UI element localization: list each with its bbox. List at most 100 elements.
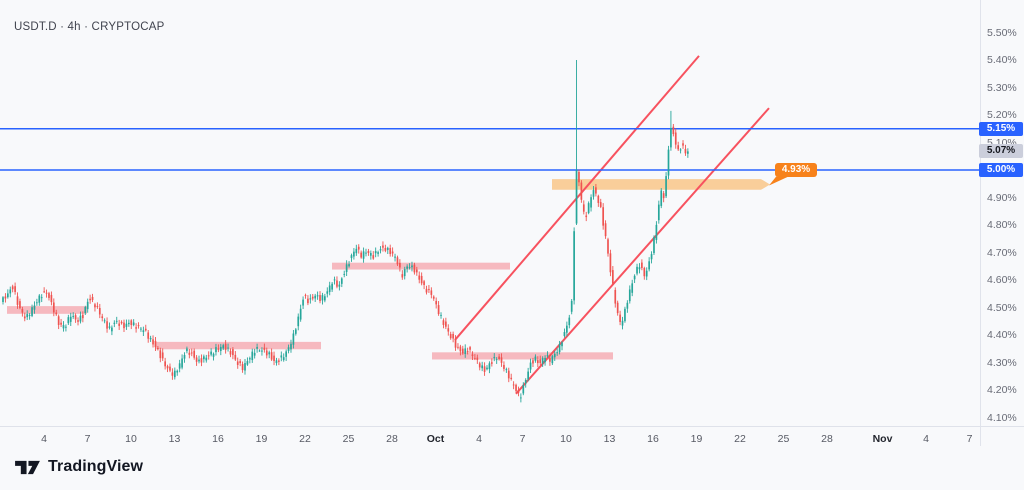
target-zone[interactable]: [552, 179, 770, 190]
candle: [493, 356, 496, 359]
candle: [478, 363, 481, 368]
tradingview-logo-icon[interactable]: [14, 457, 41, 478]
candle: [435, 300, 438, 305]
candle: [224, 343, 227, 350]
symbol-title[interactable]: USDT.D · 4h · CRYPTOCAP: [14, 21, 165, 33]
candle: [541, 358, 544, 364]
candle: [253, 352, 256, 356]
candle: [200, 358, 203, 363]
candle: [164, 361, 166, 367]
candle: [522, 385, 525, 394]
candle: [195, 357, 198, 362]
candle: [408, 267, 411, 269]
level-price-tag[interactable]: 5.00%: [979, 163, 1023, 177]
candle: [602, 207, 605, 226]
candle: [186, 348, 188, 352]
candle: [19, 301, 21, 309]
candle: [159, 350, 162, 359]
candle: [33, 305, 36, 310]
candle: [355, 248, 358, 254]
candle: [176, 370, 179, 373]
candle: [440, 314, 442, 316]
time-axis-label: 22: [299, 433, 311, 445]
candle: [161, 352, 164, 359]
candle: [507, 370, 510, 379]
candle: [406, 266, 408, 269]
candle: [544, 357, 546, 363]
candle: [384, 248, 387, 251]
supply-demand-zone[interactable]: [7, 306, 87, 314]
candle: [48, 293, 50, 298]
candle: [599, 202, 602, 207]
candle: [365, 252, 367, 254]
candle: [336, 280, 338, 287]
candle: [624, 308, 626, 322]
candle: [345, 264, 348, 272]
level-price-tag[interactable]: 5.15%: [979, 121, 1023, 136]
supply-demand-zone[interactable]: [432, 352, 613, 360]
tradingview-logo-text[interactable]: TradingView: [48, 458, 144, 475]
candle: [558, 344, 561, 353]
time-axis-label: 13: [603, 433, 616, 445]
candle: [452, 333, 454, 339]
candle: [21, 309, 24, 313]
candle: [367, 251, 370, 253]
time-axis-month-label: Oct: [426, 433, 445, 445]
candle: [432, 296, 435, 299]
candle: [534, 356, 537, 361]
candle: [360, 252, 363, 258]
time-axis-label: 10: [125, 433, 137, 445]
supply-demand-zone[interactable]: [155, 341, 321, 350]
time-axis-label: 28: [821, 433, 833, 445]
candle: [679, 149, 682, 151]
candle: [268, 352, 271, 355]
candle: [38, 295, 41, 303]
candle: [418, 275, 421, 280]
candle: [227, 347, 229, 349]
candle: [609, 253, 612, 273]
candle: [457, 346, 459, 348]
candle: [399, 262, 401, 268]
chart-canvas[interactable]: [0, 0, 980, 426]
candle: [144, 328, 147, 331]
candle: [65, 326, 67, 328]
candle: [101, 316, 104, 319]
time-axis-label: 4: [41, 433, 47, 445]
price-callout[interactable]: 4.93%: [775, 163, 817, 177]
candle: [413, 264, 416, 273]
candle: [183, 354, 186, 359]
trendline-lower[interactable]: [515, 107, 770, 395]
price-axis-label: 4.90%: [987, 191, 1017, 204]
candle: [611, 270, 614, 284]
candle: [299, 308, 302, 320]
candle: [94, 304, 96, 308]
price-axis-label: 5.40%: [987, 54, 1017, 66]
candle: [14, 286, 16, 292]
candle: [50, 294, 53, 303]
candle: [515, 384, 517, 391]
candle: [568, 317, 571, 326]
price-axis-label: 4.80%: [987, 219, 1017, 231]
candle: [469, 347, 471, 350]
candle: [248, 358, 251, 360]
price-axis[interactable]: 5.50% 5.40% 5.30% 5.20% 5.10% 4.90% 4.80% 4.70%…: [979, 0, 1024, 446]
candle: [454, 339, 457, 348]
candle: [536, 360, 539, 364]
candle: [77, 320, 79, 322]
time-axis-label: 7: [84, 433, 91, 445]
candle: [677, 145, 680, 150]
time-axis[interactable]: 4 7 10 13 16 19 22 25 28 Oct 4 7 10 13 16 19 22 25 28 Nov 4 7: [0, 426, 1024, 450]
candle: [302, 299, 304, 306]
candle: [372, 255, 375, 259]
candle: [52, 302, 55, 313]
candle: [212, 353, 215, 357]
candle: [590, 197, 592, 208]
candle: [353, 251, 355, 257]
candle: [84, 307, 87, 314]
candle: [203, 356, 205, 360]
supply-demand-zone[interactable]: [332, 262, 510, 270]
candle: [587, 203, 590, 214]
candle: [181, 358, 183, 368]
candle: [396, 257, 399, 265]
candle: [171, 372, 174, 376]
